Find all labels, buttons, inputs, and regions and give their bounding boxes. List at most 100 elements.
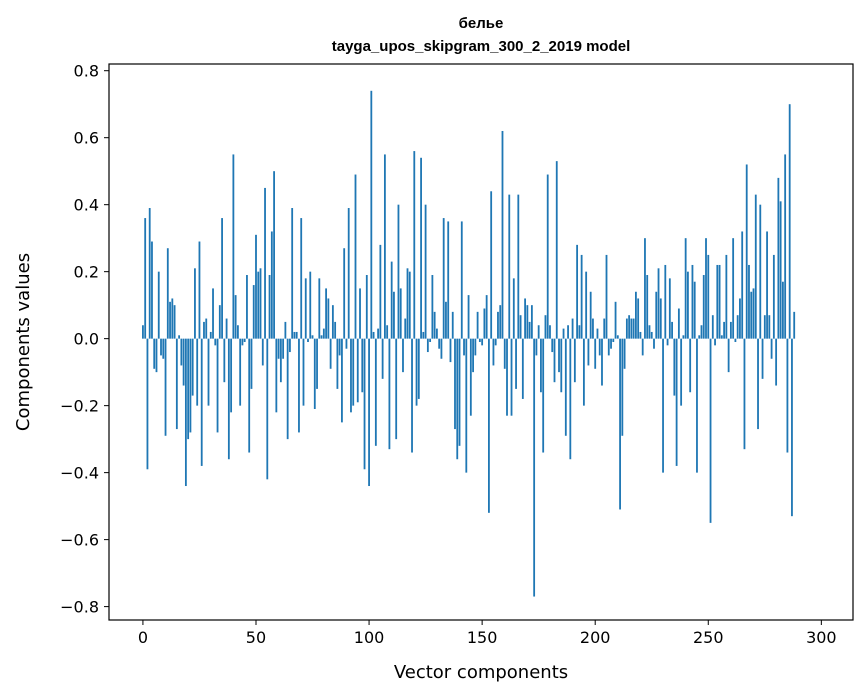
bar-50: [255, 234, 257, 339]
bar-44: [241, 338, 244, 346]
x-tick-label: 0: [138, 628, 148, 647]
bar-243: [691, 264, 694, 339]
bar-257: [723, 321, 726, 339]
bar-209: [614, 301, 617, 339]
bar-79: [320, 335, 323, 339]
bar-59: [275, 338, 278, 413]
bar-88: [341, 338, 343, 423]
bar-68: [295, 331, 298, 339]
bar-248: [702, 275, 705, 339]
bar-184: [558, 338, 560, 373]
bar-5: [153, 338, 156, 369]
bar-172: [530, 305, 533, 339]
bar-270: [752, 288, 755, 339]
bar-36: [223, 338, 226, 383]
bar-134: [445, 301, 447, 339]
bar-7: [157, 271, 160, 339]
bar-160: [503, 338, 506, 369]
bar-234: [671, 321, 673, 339]
bar-38: [227, 338, 230, 460]
bar-178: [544, 315, 547, 339]
bar-190: [571, 318, 574, 339]
y-tick-label: −0.4: [60, 464, 99, 483]
bar-189: [569, 338, 572, 460]
bar-135: [447, 221, 450, 339]
bar-216: [630, 318, 633, 339]
y-tick-label: 0.0: [74, 330, 99, 349]
bar-271: [754, 194, 757, 339]
x-axis-ticks: 0 50 100 150 200 250 300: [138, 620, 837, 647]
bar-33: [216, 338, 219, 433]
bar-99: [365, 275, 368, 339]
x-tick-label: 200: [580, 628, 611, 647]
bar-251: [709, 338, 712, 523]
bar-260: [729, 321, 732, 339]
bar-252: [711, 315, 714, 339]
bar-110: [390, 261, 393, 339]
bar-74: [309, 271, 312, 339]
y-tick-label: 0.8: [74, 62, 99, 81]
bar-121: [415, 338, 418, 406]
y-tick-label: −0.6: [60, 531, 99, 550]
bar-261: [732, 238, 735, 339]
y-tick-label: 0.2: [74, 263, 99, 282]
x-tick-label: 100: [354, 628, 385, 647]
bar-127: [429, 338, 432, 342]
bar-264: [739, 298, 741, 339]
bar-154: [490, 191, 493, 339]
bar-177: [542, 338, 545, 453]
bar-30: [209, 331, 212, 339]
bar-106: [381, 338, 384, 379]
y-tick-label: 0.4: [74, 196, 99, 215]
bar-70: [300, 218, 303, 339]
bar-176: [540, 338, 542, 393]
bar-258: [725, 254, 728, 339]
bar-226: [653, 338, 655, 349]
bar-48: [250, 338, 253, 389]
bar-40: [232, 154, 235, 339]
bar-49: [252, 285, 255, 339]
bar-175: [537, 325, 540, 339]
bar-140: [458, 338, 461, 446]
y-axis-ticks: −0.8 −0.6 −0.4 −0.2 0.0 0.2 0.4 0.6 0.8: [60, 62, 109, 617]
bar-119: [411, 338, 413, 453]
bar-241: [687, 271, 689, 339]
bar-137: [451, 311, 454, 339]
bar-246: [698, 335, 701, 339]
bar-138: [454, 338, 456, 430]
bar-118: [408, 271, 411, 339]
bar-173: [533, 338, 536, 597]
bar-102: [372, 331, 375, 339]
bar-207: [610, 338, 612, 349]
bar-100: [368, 338, 370, 487]
bar-145: [469, 338, 472, 416]
bar-166: [517, 194, 520, 339]
bar-259: [727, 338, 730, 373]
bar-239: [682, 335, 685, 339]
bar-262: [734, 338, 737, 342]
bar-120: [413, 151, 416, 339]
bar-223: [646, 275, 649, 339]
bar-153: [488, 338, 490, 513]
bar-167: [519, 315, 522, 339]
bar-204: [603, 318, 606, 339]
bar-232: [666, 338, 669, 346]
bar-3: [148, 208, 151, 339]
bar-27: [203, 321, 205, 339]
bar-156: [494, 338, 497, 346]
bar-168: [521, 338, 524, 399]
bar-53: [261, 338, 264, 366]
bar-227: [655, 291, 658, 339]
bar-256: [720, 335, 723, 339]
bar-16: [178, 335, 181, 339]
bar-126: [426, 338, 429, 353]
bar-193: [578, 325, 581, 339]
bar-268: [748, 264, 750, 339]
bar-279: [772, 254, 775, 339]
bar-235: [673, 338, 676, 396]
bar-198: [589, 291, 592, 339]
bar-218: [635, 291, 637, 339]
bar-255: [718, 264, 721, 339]
bar-111: [393, 291, 395, 339]
bar-29: [207, 338, 210, 406]
